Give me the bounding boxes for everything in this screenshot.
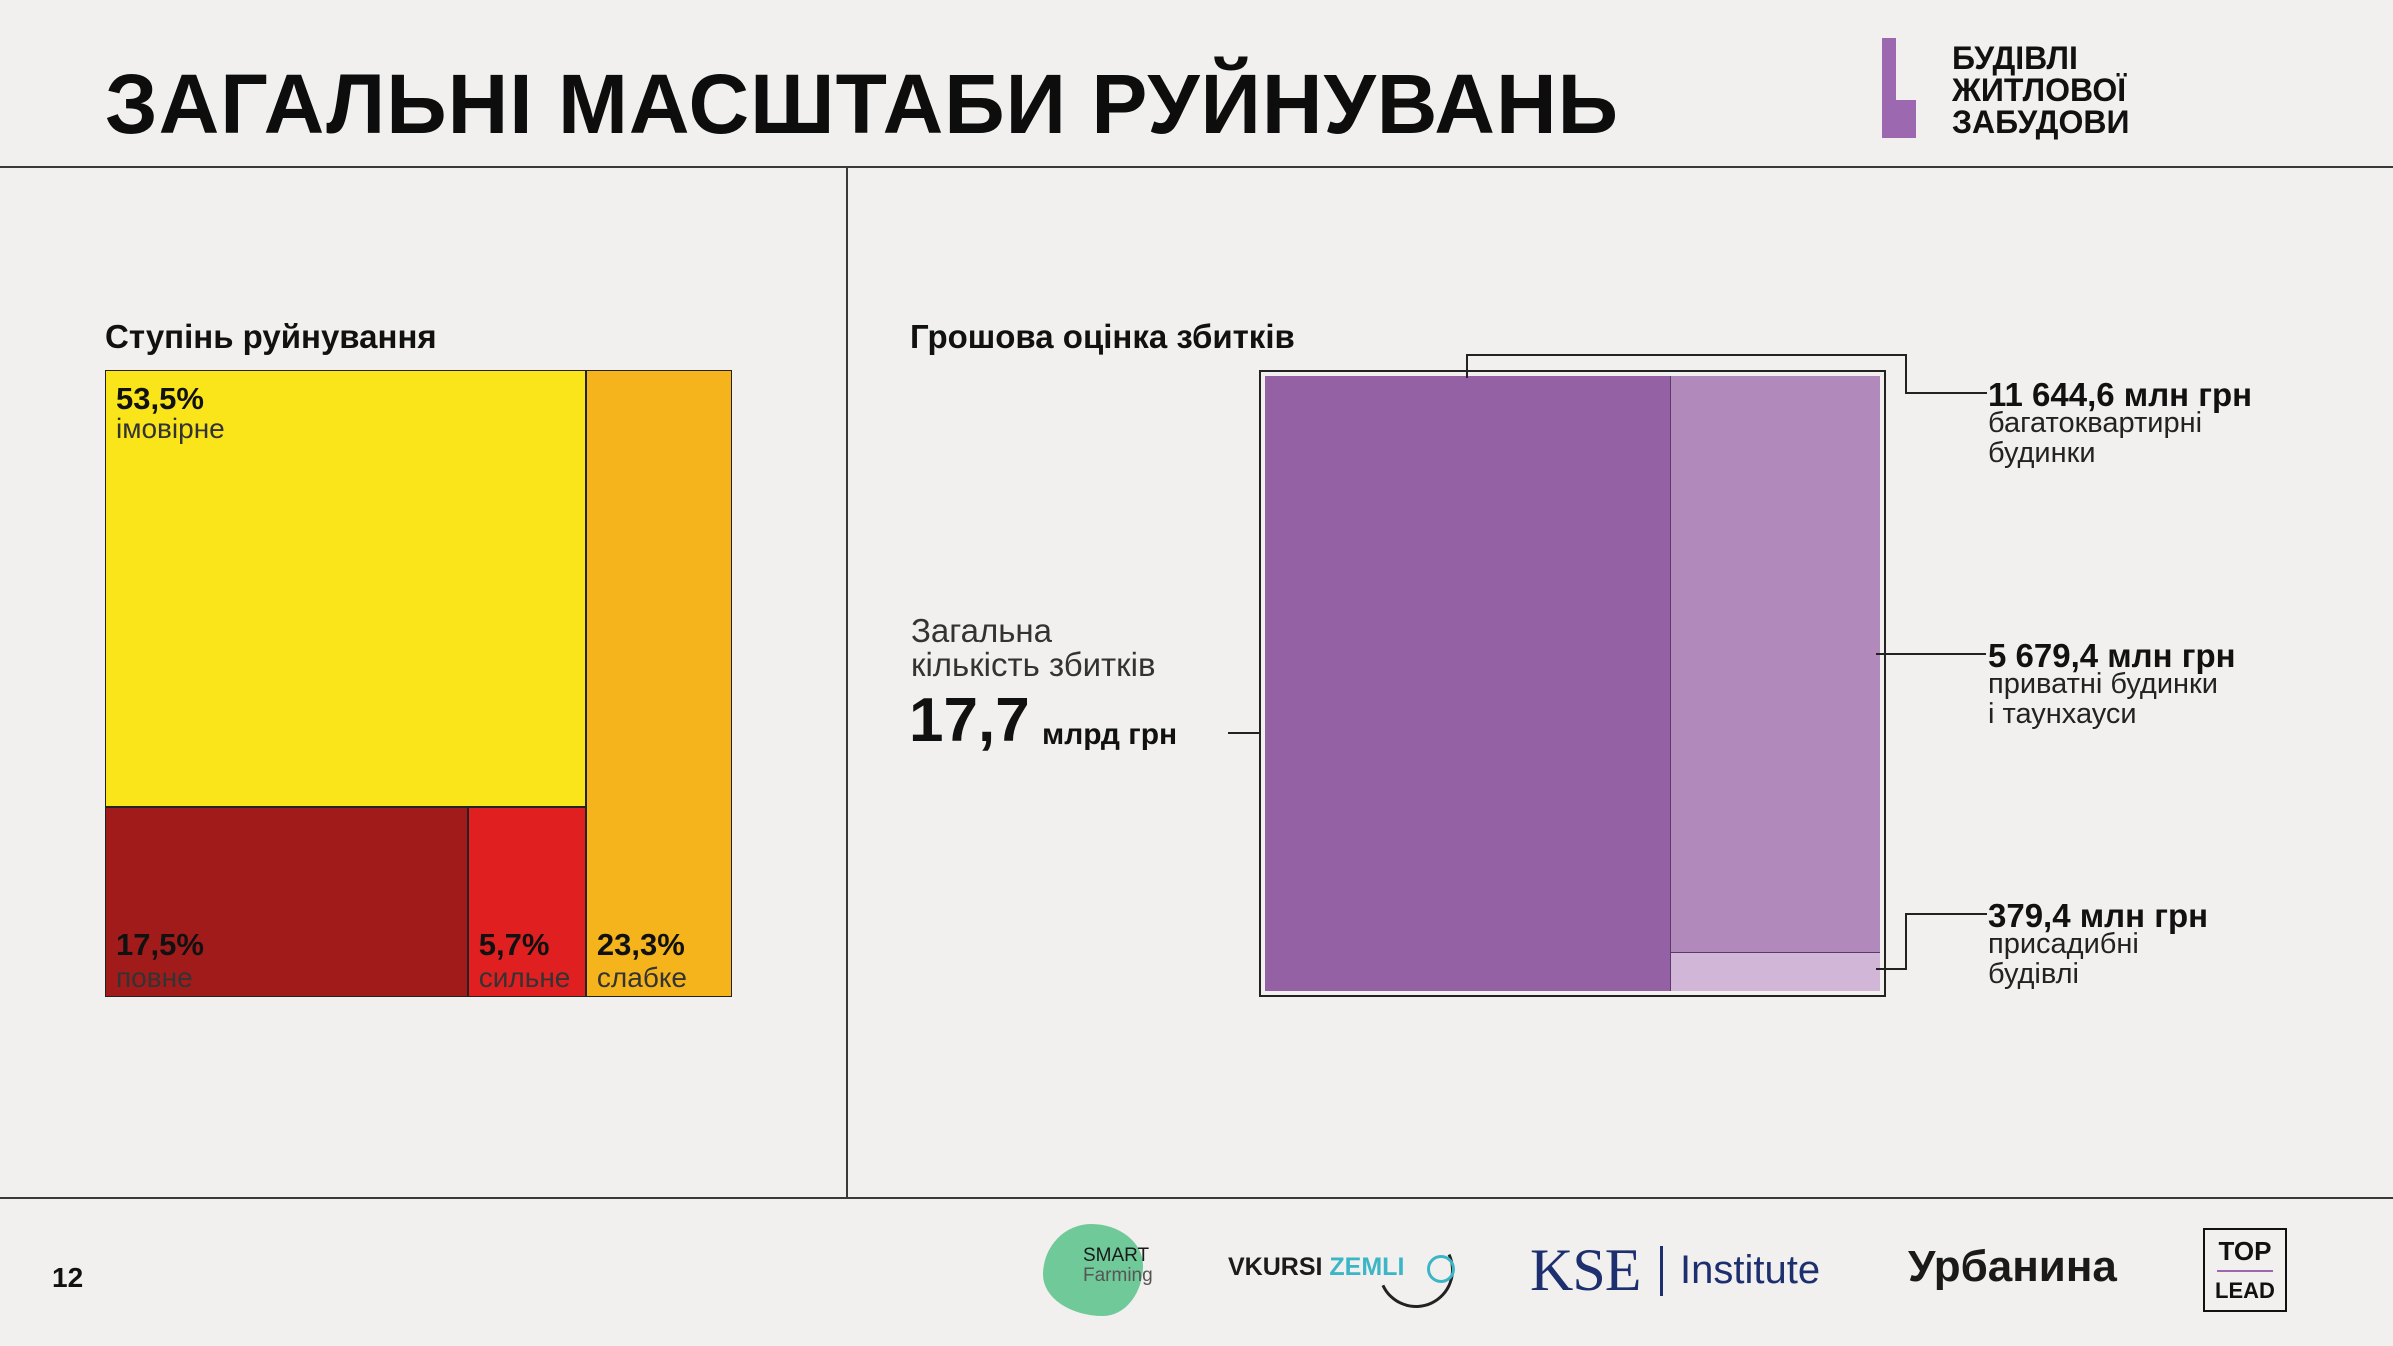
- annotation-line: присадибні: [1988, 928, 2139, 960]
- annotation-line: багатоквартирні: [1988, 407, 2203, 439]
- leader-outbuild-h: [1876, 968, 1906, 970]
- vkursi-word: VKURSI: [1228, 1253, 1330, 1281]
- toplead-bottom: LEAD: [2215, 1278, 2275, 1303]
- annotation-private-value: 5 679,4 млн грн: [1988, 637, 2236, 674]
- total-label-line: Загальна: [911, 612, 1052, 649]
- cell-value: 23,3%: [596, 927, 685, 962]
- section-label-line: ЗАБУДОВИ: [1952, 104, 2130, 140]
- leader-outbuild-h2: [1905, 913, 1987, 915]
- leader-outbuild-v: [1905, 913, 1907, 970]
- destruction-chart-title: Ступінь руйнування: [105, 318, 437, 355]
- annotation-apartment-label: багатоквартирні будинки: [1988, 408, 2202, 468]
- treemap-cell-light: 23,3% слабке: [585, 370, 732, 997]
- destruction-treemap: 53,5% імовірне 17,5% повне 5,7% сильне 2…: [105, 370, 732, 997]
- smart-farming-line: Farming: [1083, 1265, 1153, 1286]
- cell-value: 5,7%: [478, 926, 550, 962]
- cell-label: сильне: [478, 961, 571, 993]
- section-logo: БУДІВЛІ ЖИТЛОВОЇ ЗАБУДОВИ: [1882, 38, 2142, 138]
- treemap-cell-full: 17,5% повне: [105, 807, 468, 997]
- total-leader-line: [1228, 732, 1259, 734]
- leader-private-h: [1876, 653, 1986, 655]
- toplead-logo: TOP LEAD: [2203, 1228, 2287, 1312]
- annotation-apartment-value: 11 644,6 млн грн: [1988, 376, 2253, 413]
- cell-value: 17,5%: [116, 926, 204, 962]
- treemap-cell-apartment: [1265, 376, 1670, 991]
- cell-label: слабке: [596, 962, 687, 993]
- smart-farming-line: SMART: [1083, 1245, 1150, 1266]
- page-number: 12: [52, 1262, 84, 1293]
- toplead-top: TOP: [2218, 1236, 2272, 1266]
- urbanyna-logo: Урбанина: [1908, 1242, 2117, 1291]
- damage-treemap: [1259, 370, 1886, 997]
- leader-apartment-h2: [1905, 392, 1987, 394]
- treemap-cell-probable: 53,5% імовірне: [105, 370, 586, 808]
- kse-divider: [1660, 1246, 1663, 1296]
- toplead-divider: [2217, 1270, 2273, 1272]
- leader-apartment-v2: [1905, 354, 1907, 394]
- kse-logo: KSE: [1530, 1237, 1641, 1303]
- treemap-cell-outbuildings: [1669, 952, 1880, 991]
- column-divider: [846, 168, 848, 1198]
- globe-icon: [1427, 1255, 1455, 1283]
- kse-institute-label: Institute: [1680, 1248, 1821, 1292]
- total-unit: млрд грн: [1042, 718, 1178, 751]
- damage-chart-title: Грошова оцінка збитків: [910, 318, 1295, 355]
- footer-divider: [0, 1197, 2393, 1199]
- section-label-line: ЖИТЛОВОЇ: [1952, 72, 2127, 108]
- section-label: БУДІВЛІ ЖИТЛОВОЇ ЗАБУДОВИ: [1952, 42, 2129, 138]
- total-label-line: кількість збитків: [911, 646, 1156, 683]
- zemli-word: ZEMLI: [1329, 1253, 1405, 1281]
- annotation-private-label: приватні будинки і таунхауси: [1988, 669, 2218, 729]
- leader-apartment-v: [1466, 354, 1468, 378]
- annotation-line: будівлі: [1988, 958, 2079, 990]
- section-logo-bar: [1882, 38, 1896, 138]
- page-title: ЗАГАЛЬНІ МАСШТАБИ РУЙНУВАНЬ: [105, 57, 1619, 151]
- treemap-cell-severe: 5,7% сильне: [467, 807, 586, 997]
- vkursi-zemli-logo: VKURSI ZEMLI: [1228, 1253, 1404, 1282]
- annotation-outbuildings-label: присадибні будівлі: [1988, 929, 2139, 989]
- annotation-line: приватні будинки: [1988, 668, 2218, 700]
- header-divider: [0, 166, 2393, 168]
- leader-apartment-h: [1466, 354, 1906, 356]
- annotation-outbuildings-value: 379,4 млн грн: [1988, 897, 2209, 934]
- cell-value: 53,5%: [116, 381, 204, 416]
- total-value: 17,7: [909, 686, 1030, 755]
- smart-farming-logo-shape: [1043, 1224, 1143, 1316]
- treemap-cell-private-houses: [1669, 376, 1880, 953]
- cell-label: імовірне: [116, 413, 225, 444]
- annotation-line: і таунхауси: [1988, 698, 2137, 730]
- annotation-line: будинки: [1988, 437, 2096, 469]
- cell-label: повне: [116, 961, 193, 993]
- smart-farming-logo: SMART Farming: [1083, 1246, 1153, 1286]
- section-logo-bar-foot: [1896, 100, 1916, 138]
- total-label: Загальна кількість збитків: [911, 614, 1155, 682]
- section-label-line: БУДІВЛІ: [1952, 40, 2078, 76]
